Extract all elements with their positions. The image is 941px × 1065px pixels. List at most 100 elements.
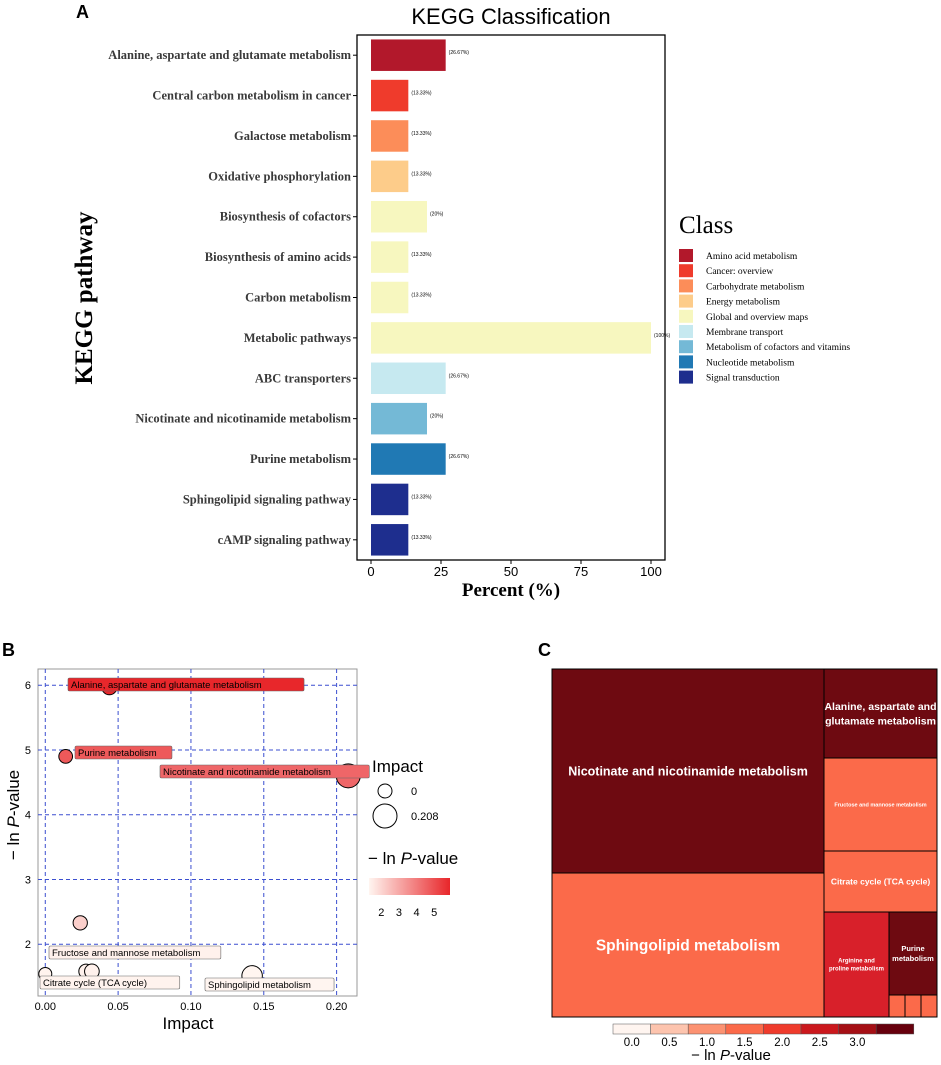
legend-label: Cancer: overview xyxy=(706,267,773,277)
panel-label-c: C xyxy=(538,640,551,660)
colorbar-segment xyxy=(687,1023,727,1035)
x-tick-label: 0.00 xyxy=(35,1001,56,1013)
colorbar-tick: 2.0 xyxy=(774,1037,790,1049)
legend-label: Amino acid metabolism xyxy=(706,252,798,262)
bar xyxy=(371,443,446,475)
bubble-label-box xyxy=(48,945,222,960)
colorbar-tick: 3.0 xyxy=(849,1037,865,1049)
colorbar-c-title: − ln P-value xyxy=(691,1047,771,1064)
bar xyxy=(371,281,409,314)
bubble-label: Fructose and mannose metabolism xyxy=(52,948,200,959)
color-legend-tick: 2 xyxy=(378,907,384,919)
colorbar-tick: 0.0 xyxy=(624,1037,640,1049)
bar-value-label: (13.33%) xyxy=(411,494,432,500)
legend-label: Membrane transport xyxy=(706,328,784,338)
size-legend-large-label: 0.208 xyxy=(411,811,439,823)
x-tick-label: 0.05 xyxy=(107,1001,128,1013)
chart-b-ylabel: − ln P-value xyxy=(4,770,23,860)
treemap-tile-label: Nicotinate and nicotinamide metabolism xyxy=(568,764,808,778)
legend-swatch xyxy=(679,279,693,293)
color-legend-bar xyxy=(369,878,450,895)
bubble-label-box xyxy=(67,677,305,692)
legend-swatch xyxy=(679,309,693,323)
colorbar-tick: 1.0 xyxy=(699,1037,715,1049)
legend-label: Signal transduction xyxy=(706,374,780,384)
legend-swatch xyxy=(679,370,693,384)
treemap-tile xyxy=(888,994,906,1018)
legend-swatch xyxy=(679,249,693,262)
color-legend-tick: 4 xyxy=(413,907,419,919)
treemap-tile xyxy=(823,911,890,1018)
treemap-tile-label: Purine metabolism xyxy=(892,944,934,963)
color-legend-title-italic: P xyxy=(401,849,413,868)
panel-label-b: B xyxy=(2,640,15,660)
x-tick-label: 0 xyxy=(367,564,374,579)
y-tick-label: 4 xyxy=(25,810,31,822)
treemap-tile-label: Arginine and proline metabolism xyxy=(829,959,884,973)
treemap-tile xyxy=(823,668,938,759)
y-tick-label: Purine metabolism xyxy=(250,452,352,466)
chart-b-ylabel-italic: P xyxy=(4,816,23,828)
y-tick-label: cAMP signaling pathway xyxy=(218,533,352,547)
pathway-treemap: Nicotinate and nicotinamide metabolism Sp… xyxy=(551,668,938,1064)
colorbar-segment xyxy=(838,1023,877,1035)
bar xyxy=(371,120,409,152)
legend-label: Global and overview maps xyxy=(706,313,808,323)
bar-value-label: (100%) xyxy=(654,333,670,339)
size-legend-small-circle xyxy=(377,783,393,799)
color-legend-title-suffix: -value xyxy=(412,849,458,868)
bubble-label: Purine metabolism xyxy=(78,748,157,759)
colorbar-segment xyxy=(800,1023,839,1035)
y-tick-label: Galactose metabolism xyxy=(234,129,352,143)
chart-a-title: KEGG Classification xyxy=(411,4,610,29)
colorbar-tick: 2.5 xyxy=(812,1037,828,1049)
colorbar-c-title-prefix: − ln xyxy=(691,1047,720,1064)
legend-a-title: Class xyxy=(679,212,733,239)
bar-value-label: (20%) xyxy=(430,212,444,218)
colorbar-tick: 1.5 xyxy=(737,1037,753,1049)
y-tick-label: Biosynthesis of cofactors xyxy=(220,210,351,224)
x-tick-label: 0.20 xyxy=(326,1001,347,1013)
x-tick-label: 0.10 xyxy=(180,1001,201,1013)
color-legend-title: − ln P-value xyxy=(368,849,458,868)
y-tick-label: Nicotinate and nicotinamide metabolism xyxy=(135,412,351,426)
chart-b-xlabel: Impact xyxy=(162,1014,213,1033)
bar-value-label: (13.33%) xyxy=(411,171,432,177)
bubble-label-box xyxy=(204,977,335,992)
bubble-label: Citrate cycle (TCA cycle) xyxy=(43,978,147,989)
colorbar-segment xyxy=(725,1023,764,1035)
bubble-label-box xyxy=(39,975,181,990)
legend-swatch xyxy=(679,325,693,338)
treemap-tile xyxy=(823,757,938,852)
size-legend-large-circle xyxy=(372,803,398,829)
colorbar-tick: 0.5 xyxy=(661,1037,677,1049)
treemap-tile xyxy=(551,668,825,874)
bar-value-label: (26.67%) xyxy=(449,50,470,56)
bar xyxy=(371,524,409,556)
x-tick-label: 75 xyxy=(574,564,588,579)
colorbar-segment xyxy=(763,1023,802,1035)
size-legend-title: Impact xyxy=(372,757,423,776)
size-legend-small-label: 0 xyxy=(411,786,417,798)
bar xyxy=(371,402,427,435)
y-tick-label: Central carbon metabolism in cancer xyxy=(152,89,351,103)
y-tick-label: 6 xyxy=(25,680,31,692)
legend-swatch xyxy=(679,340,693,354)
legend-label: Carbohydrate metabolism xyxy=(706,282,805,292)
x-tick-label: 50 xyxy=(504,564,518,579)
color-legend-tick: 3 xyxy=(396,907,402,919)
bar xyxy=(371,160,409,193)
y-tick-label: Oxidative phosphorylation xyxy=(208,169,351,183)
treemap-tile-label: Fructose and mannose metabolism xyxy=(834,802,926,808)
bubble-point xyxy=(72,915,88,931)
bubble-label: Nicotinate and nicotinamide metabolism xyxy=(163,767,331,778)
bar-value-label: (13.33%) xyxy=(411,91,432,97)
chart-b-ylabel-prefix: − ln xyxy=(4,828,23,861)
x-tick-label: 0.15 xyxy=(253,1001,274,1013)
bar-value-label: (13.33%) xyxy=(411,293,432,299)
x-tick-label: 25 xyxy=(434,564,448,579)
bubble-label: Sphingolipid metabolism xyxy=(208,980,311,991)
chart-a-xlabel: Percent (%) xyxy=(462,580,560,601)
